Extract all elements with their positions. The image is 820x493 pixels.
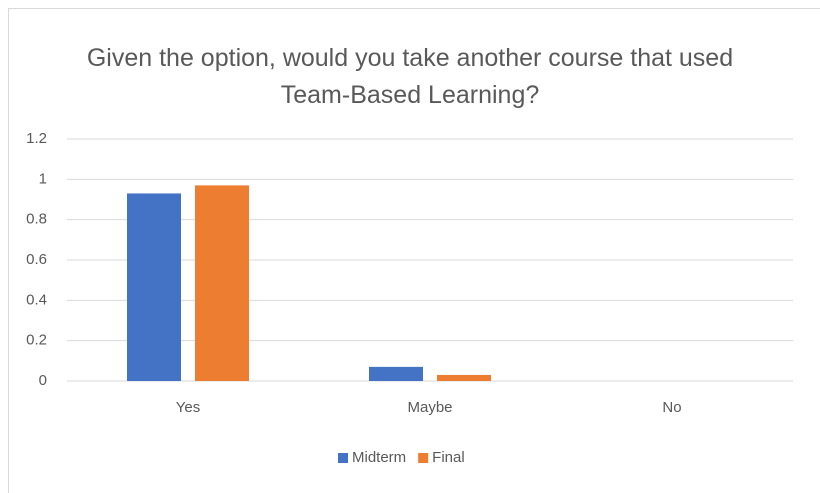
y-tick-label: 0.4 bbox=[26, 291, 47, 308]
bar bbox=[195, 185, 249, 381]
y-tick-label: 0 bbox=[39, 372, 47, 389]
legend-label: Midterm bbox=[352, 449, 406, 466]
y-tick-label: 1 bbox=[39, 170, 47, 187]
bar bbox=[369, 366, 423, 381]
x-tick-label: Maybe bbox=[407, 399, 452, 416]
chart-border bbox=[8, 8, 820, 493]
x-tick-label: Yes bbox=[176, 399, 200, 416]
bar bbox=[127, 193, 181, 381]
y-tick-label: 0.8 bbox=[26, 211, 47, 228]
legend-swatch bbox=[338, 453, 348, 463]
legend-label: Final bbox=[432, 449, 465, 466]
chart-title: Given the option, would you take another… bbox=[86, 44, 734, 109]
y-tick-label: 0.2 bbox=[26, 332, 47, 349]
y-tick-label: 1.2 bbox=[26, 130, 47, 147]
legend-swatch bbox=[418, 453, 429, 463]
y-tick-label: 0.6 bbox=[26, 251, 47, 268]
bar bbox=[437, 374, 491, 381]
x-tick-label: No bbox=[662, 399, 681, 416]
